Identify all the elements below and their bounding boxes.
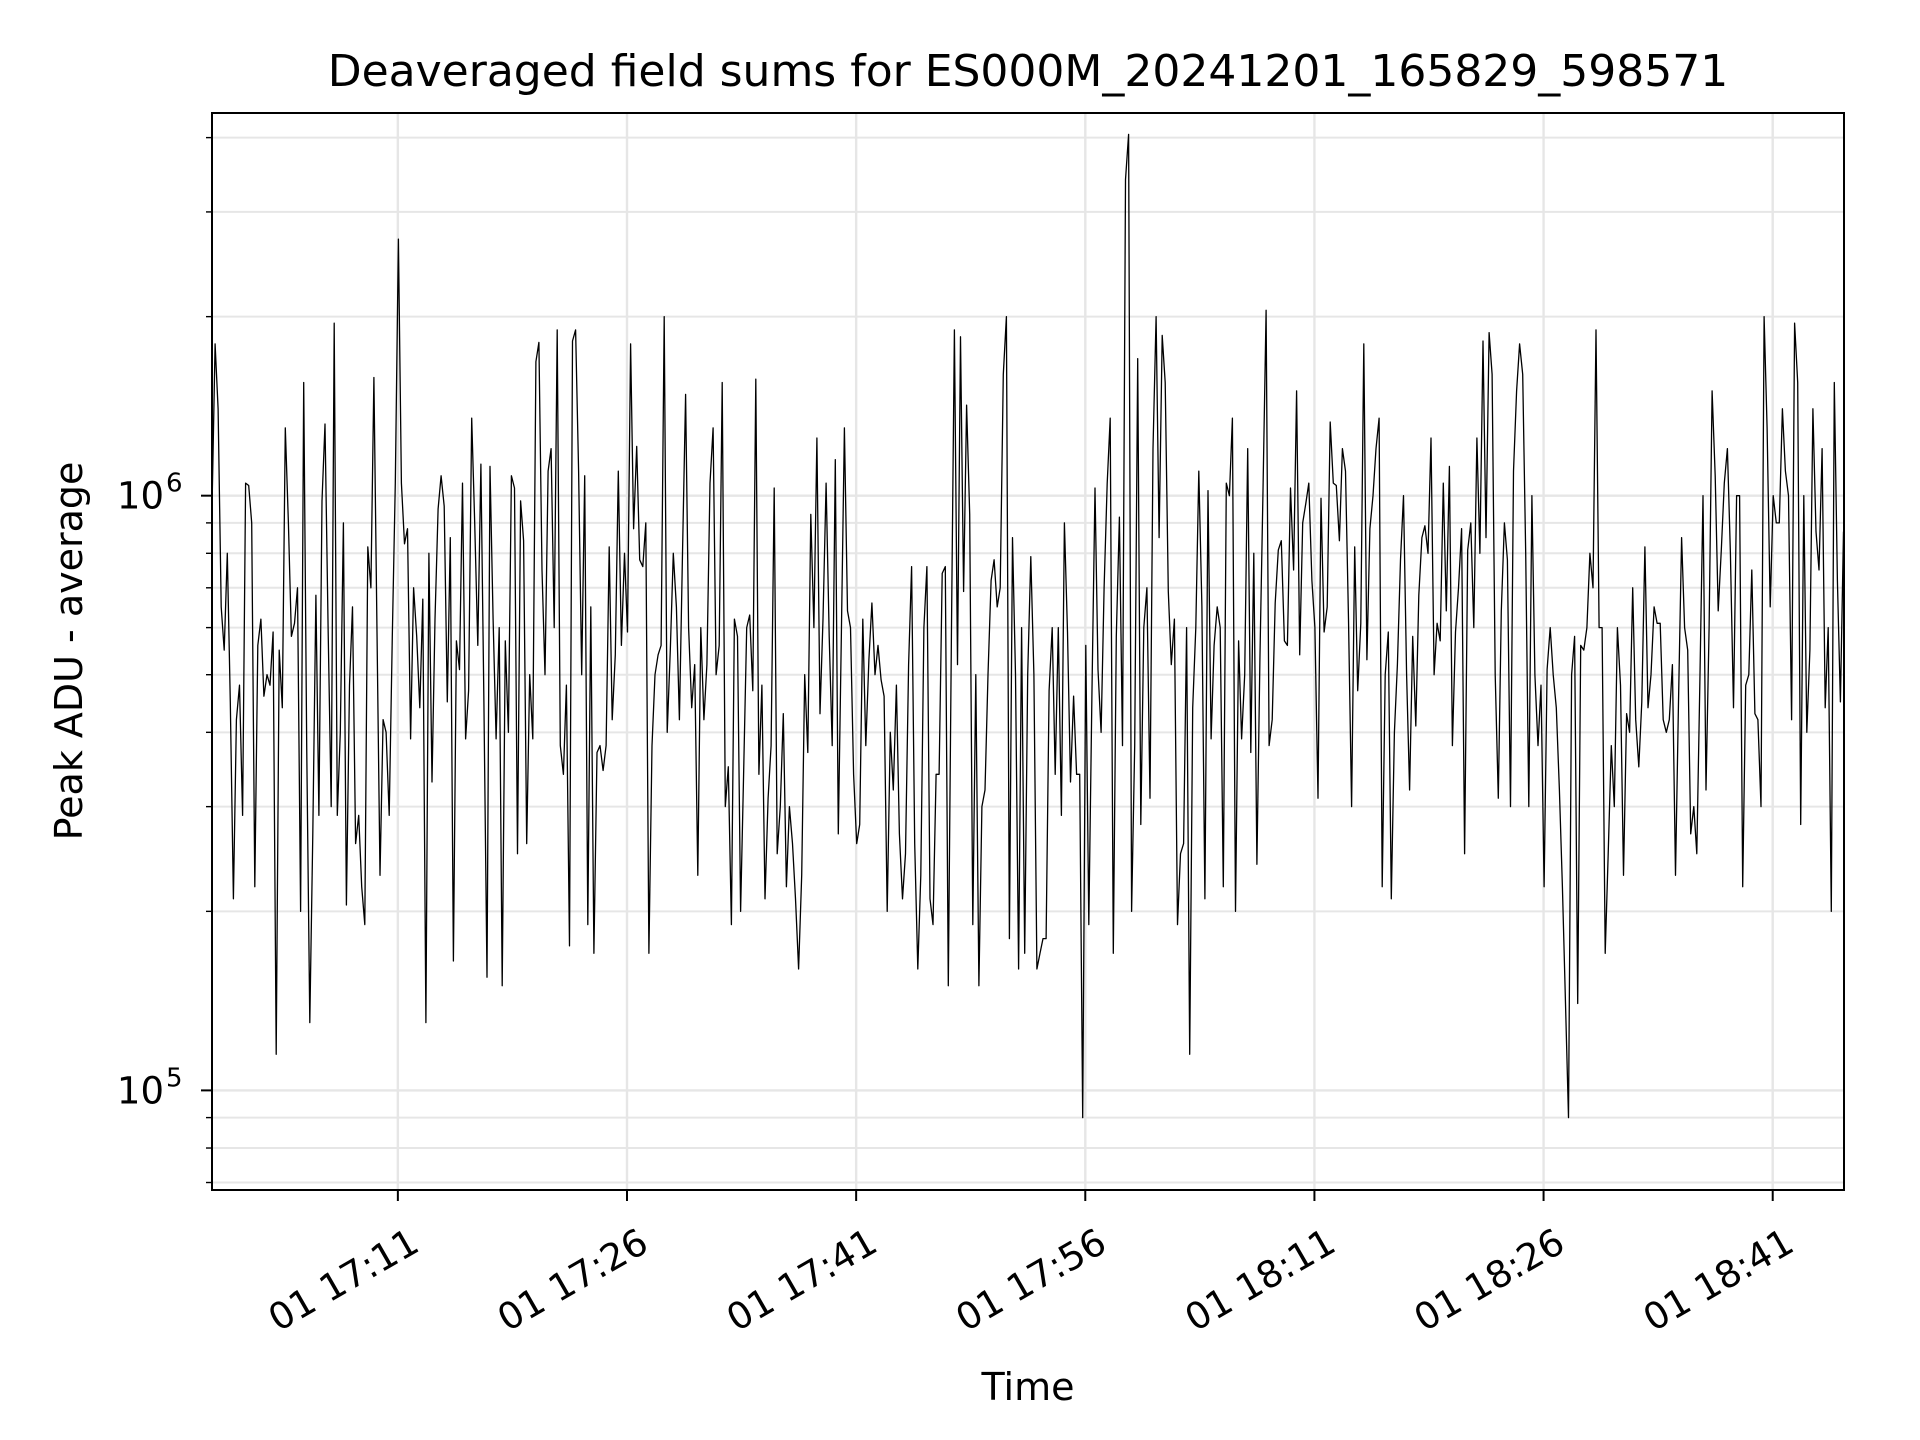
chart-title: Deaveraged field sums for ES000M_2024120…: [328, 46, 1729, 97]
y-tick-exponent: 6: [166, 469, 183, 499]
x-axis-label: Time: [981, 1365, 1075, 1409]
series-line: [211, 133, 1845, 1119]
x-tick-label: 01 18:26: [1407, 1220, 1572, 1340]
y-tick-label: 10: [117, 1069, 164, 1112]
x-tick-label: 01 18:11: [1178, 1220, 1343, 1340]
x-tick-label: 01 17:11: [261, 1220, 426, 1340]
x-tick-label: 01 17:41: [719, 1220, 884, 1340]
x-tick-label: 01 18:41: [1636, 1220, 1801, 1340]
x-tick-label: 01 17:56: [949, 1220, 1114, 1340]
axis-ticks: 10 510 601 17:11 01 17:26 01 17:41 01 17:56 01…: [117, 136, 1801, 1340]
y-axis-label: Peak ADU - average: [47, 462, 91, 841]
y-tick-label: 10: [117, 475, 164, 518]
plot-frame: [211, 112, 1845, 1191]
grid: [212, 113, 1844, 1190]
y-tick-exponent: 5: [166, 1063, 183, 1093]
x-tick-label: 01 17:26: [490, 1220, 655, 1340]
